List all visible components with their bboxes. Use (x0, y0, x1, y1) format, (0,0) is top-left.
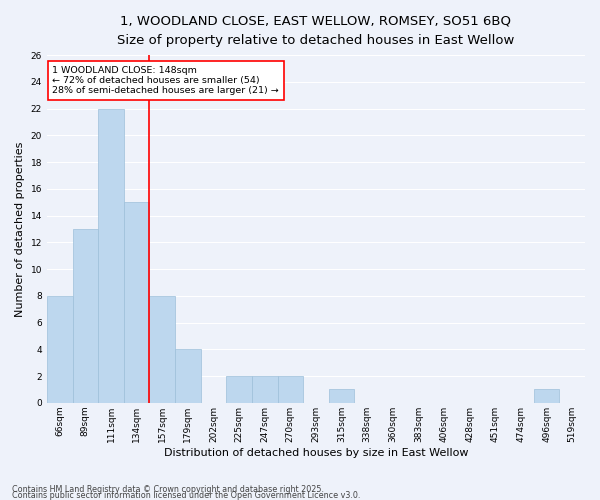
Bar (124, 202, 149, 403)
Bar (175, 350, 200, 403)
Bar (534, 390, 559, 403)
Y-axis label: Number of detached properties: Number of detached properties (15, 142, 25, 316)
Bar (73, 229, 98, 403)
Text: Contains public sector information licensed under the Open Government Licence v3: Contains public sector information licen… (12, 490, 361, 500)
Bar (149, 296, 175, 403)
Bar (278, 376, 303, 403)
Bar (226, 376, 252, 403)
Bar (98, 108, 124, 403)
Text: Contains HM Land Registry data © Crown copyright and database right 2025.: Contains HM Land Registry data © Crown c… (12, 484, 324, 494)
Text: 1 WOODLAND CLOSE: 148sqm
← 72% of detached houses are smaller (54)
28% of semi-d: 1 WOODLAND CLOSE: 148sqm ← 72% of detach… (52, 66, 279, 96)
X-axis label: Distribution of detached houses by size in East Wellow: Distribution of detached houses by size … (164, 448, 468, 458)
Bar (252, 376, 278, 403)
Title: 1, WOODLAND CLOSE, EAST WELLOW, ROMSEY, SO51 6BQ
Size of property relative to de: 1, WOODLAND CLOSE, EAST WELLOW, ROMSEY, … (117, 15, 515, 47)
Bar (329, 390, 355, 403)
Bar (47, 296, 73, 403)
